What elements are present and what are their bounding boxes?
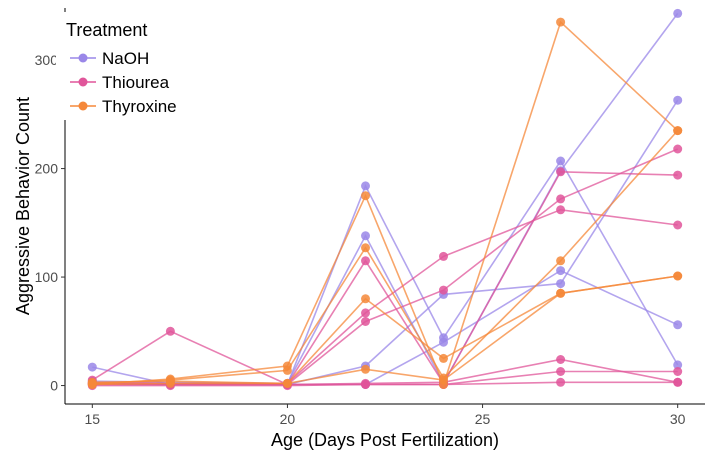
data-point (361, 364, 370, 374)
data-point (556, 355, 566, 364)
legend-key-point (78, 77, 88, 87)
x-axis-ticks: 15 20 25 30 (85, 404, 686, 427)
data-point (282, 378, 292, 388)
series-line (91, 170, 678, 386)
data-point (556, 256, 566, 266)
data-point (556, 17, 566, 27)
data-point (673, 271, 683, 281)
data-point (556, 288, 566, 298)
legend-item-naoh: NaOH (70, 49, 149, 68)
data-point (556, 205, 566, 215)
data-point (361, 380, 370, 389)
data-point (556, 279, 566, 289)
data-point (556, 377, 566, 387)
series-thiourea-6 (87, 144, 683, 389)
legend-item-thiourea: Thiourea (70, 73, 170, 92)
data-point (673, 170, 683, 180)
series-line (92, 130, 679, 385)
legend-title: Treatment (66, 20, 147, 40)
legend-item-thyroxine: Thyroxine (70, 97, 177, 116)
x-tick-label: 30 (670, 411, 686, 427)
legend-label: Thiourea (102, 73, 170, 92)
data-point (439, 353, 448, 363)
data-point (439, 251, 448, 261)
data-point (361, 181, 370, 191)
legend-key-point (78, 53, 88, 63)
axes-layer: 0 100 200 300 15 20 25 30 Aggressive Behavior … (13, 8, 705, 450)
data-point (673, 126, 683, 136)
data-point (673, 144, 683, 154)
data-point (673, 320, 683, 330)
series-line (92, 269, 679, 386)
legend-label: NaOH (102, 49, 149, 68)
data-point (556, 266, 566, 276)
legend-items: NaOH Thiourea Thyroxine (70, 49, 177, 116)
data-point (361, 256, 370, 266)
data-point (439, 285, 448, 295)
data-point (165, 378, 175, 388)
data-point (165, 326, 175, 336)
data-point (673, 377, 683, 387)
y-tick-label: 0 (50, 378, 58, 394)
data-point (673, 360, 683, 370)
data-point (87, 362, 97, 372)
data-point (673, 367, 683, 376)
data-point (556, 367, 566, 376)
data-point (556, 194, 566, 204)
data-point (282, 365, 292, 375)
data-point (439, 375, 448, 385)
y-tick-label: 200 (35, 161, 59, 177)
data-point (361, 243, 370, 253)
data-point (673, 8, 683, 18)
data-point (673, 95, 683, 105)
legend-key-point (78, 101, 88, 111)
x-tick-label: 15 (85, 411, 101, 427)
data-point (87, 380, 97, 389)
x-axis-title: Age (Days Post Fertilization) (271, 430, 499, 450)
series-thiourea-4 (87, 167, 683, 389)
series-naoh-3 (87, 266, 683, 389)
x-tick-label: 25 (475, 411, 491, 427)
legend-background (56, 12, 196, 120)
y-axis-ticks: 0 100 200 300 (35, 52, 65, 394)
data-point (361, 294, 370, 304)
data-point (361, 191, 370, 201)
x-tick-label: 20 (280, 411, 296, 427)
y-tick-label: 300 (35, 52, 59, 68)
series-thyroxine-13 (87, 271, 683, 389)
data-point (439, 337, 448, 347)
data-point (361, 231, 370, 241)
data-point (556, 167, 566, 177)
data-point (361, 308, 370, 318)
series-line (92, 208, 678, 385)
data-point (673, 220, 683, 230)
y-tick-label: 100 (35, 269, 59, 285)
series-layer (87, 8, 683, 391)
y-axis-title: Aggressive Behavior Count (13, 97, 33, 315)
data-point (556, 156, 566, 166)
legend-label: Thyroxine (102, 97, 177, 116)
data-point (361, 317, 370, 326)
legend: Treatment NaOH Thiourea Thyroxine (56, 12, 196, 120)
